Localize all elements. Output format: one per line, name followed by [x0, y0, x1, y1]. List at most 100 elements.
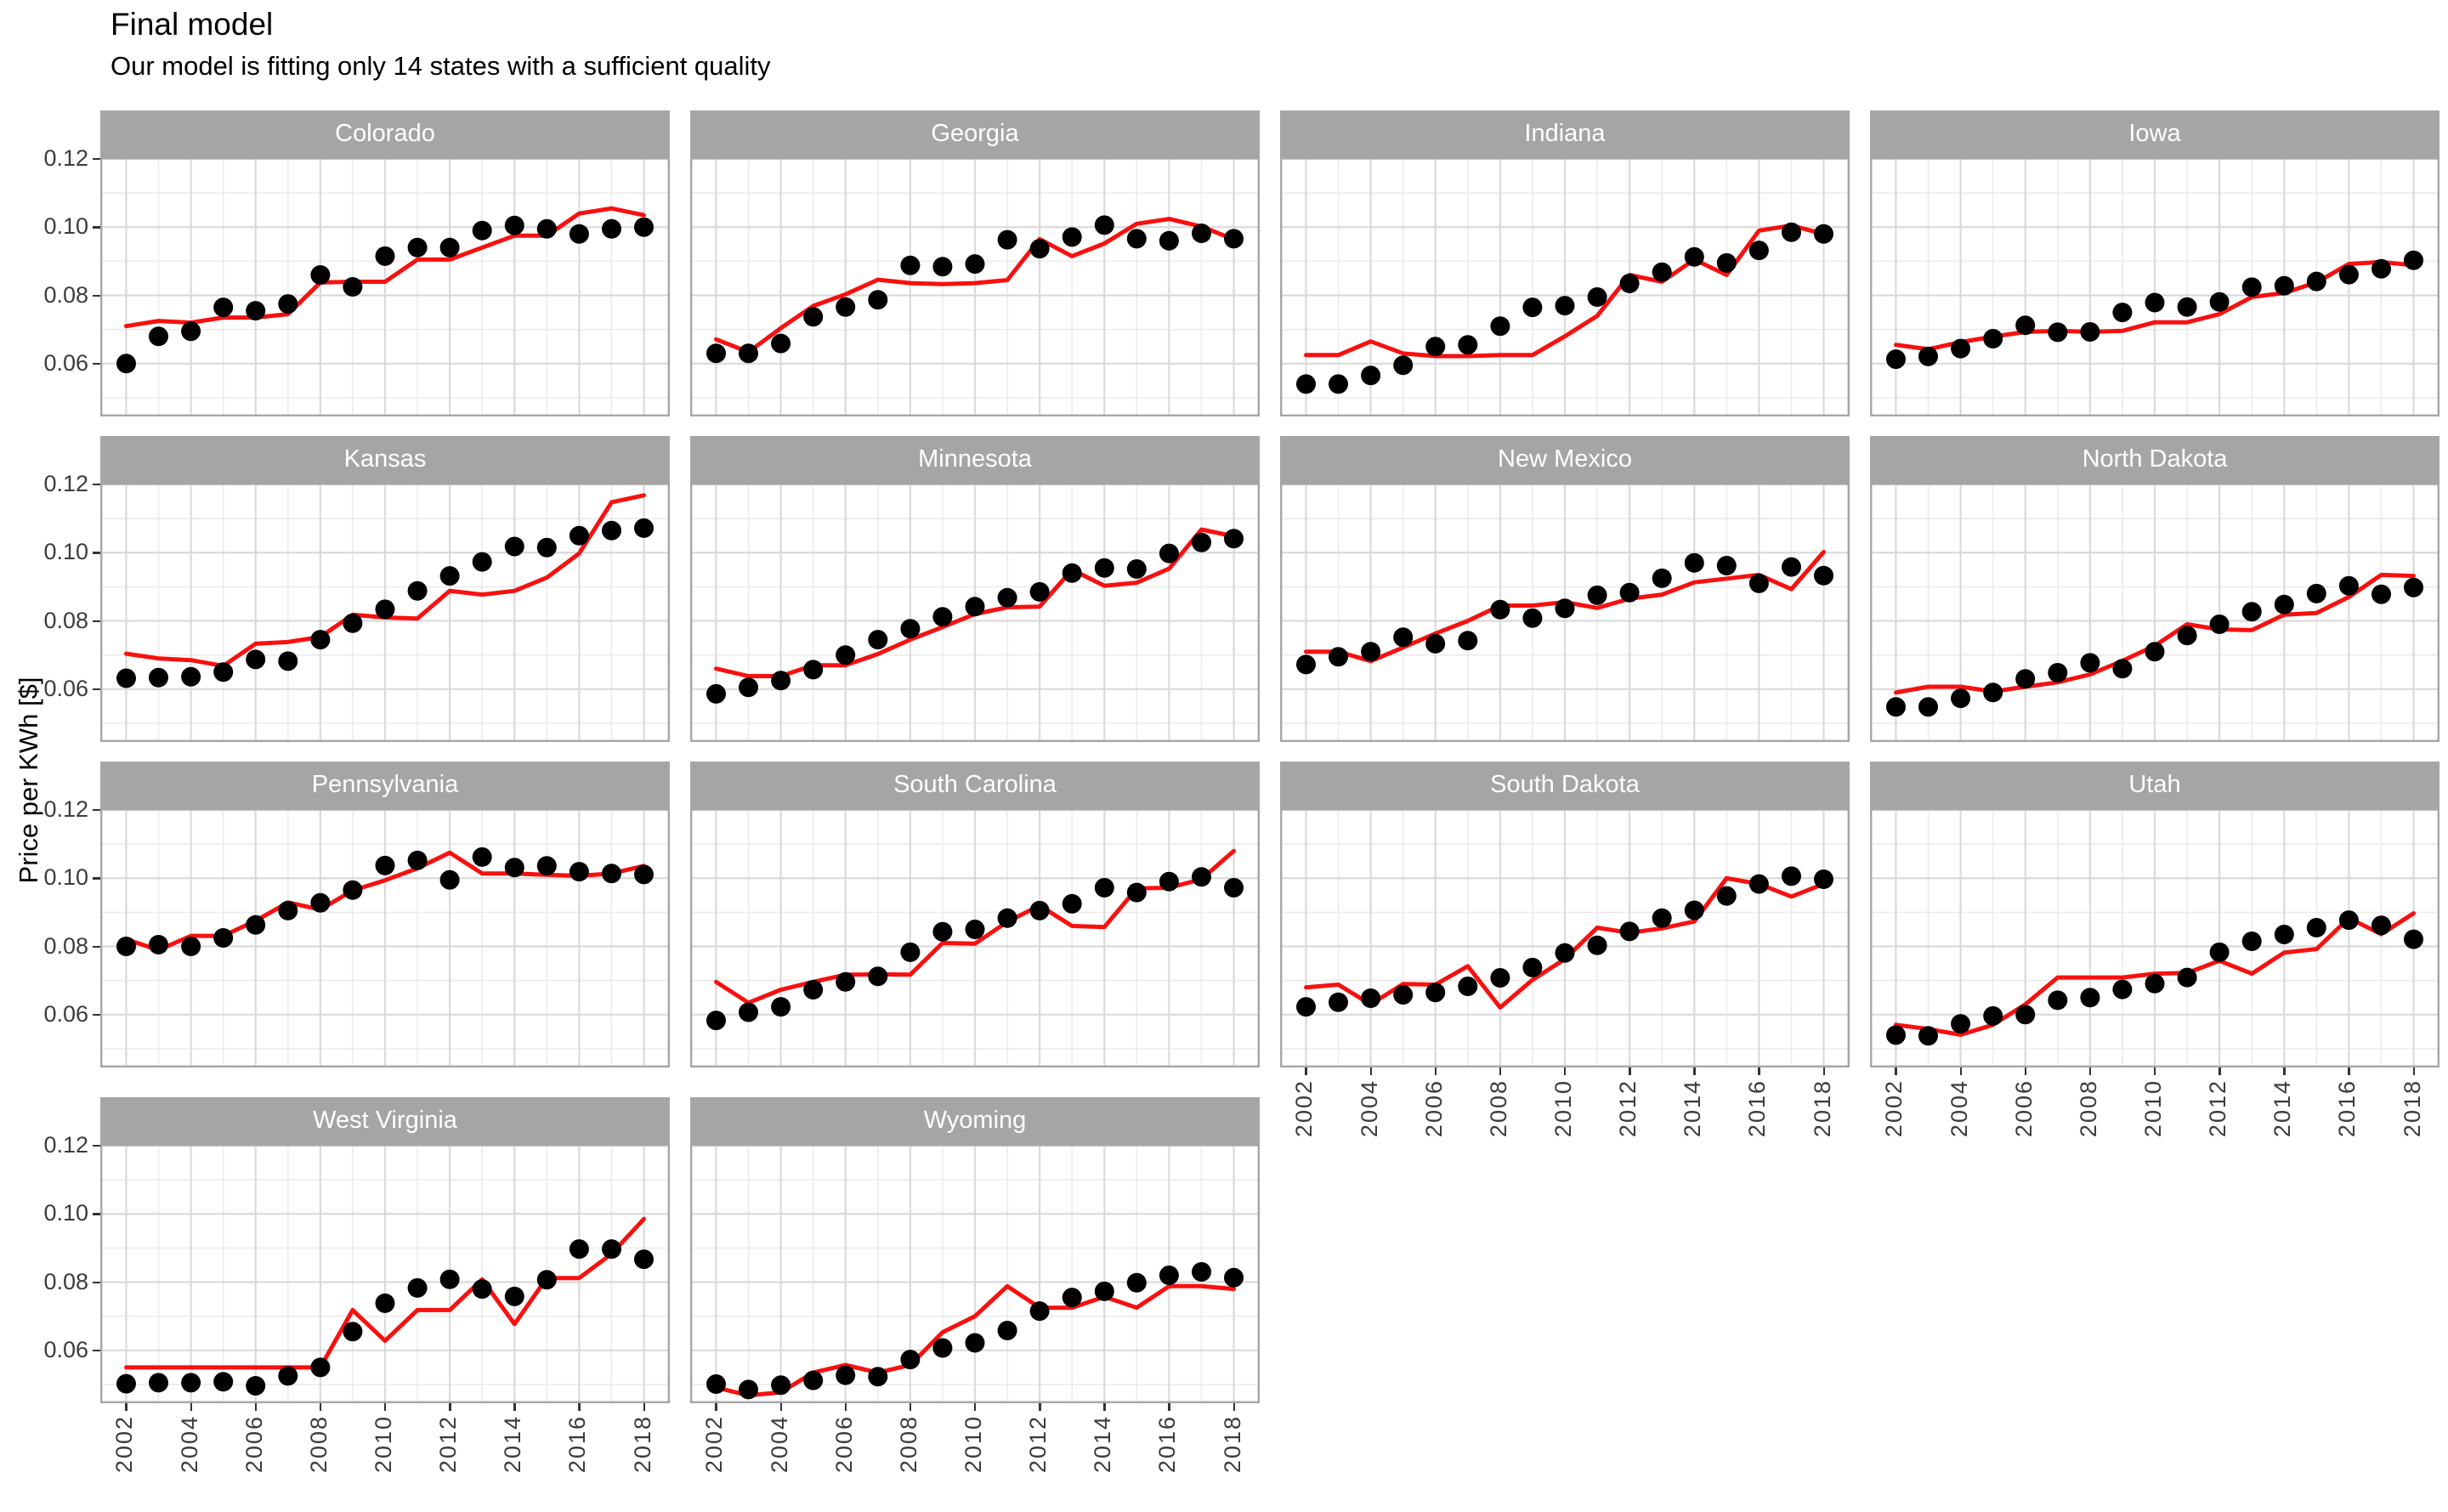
x-tick-mark — [578, 1403, 581, 1411]
x-tick-label: 2012 — [435, 1415, 462, 1474]
facet-strip-west-virginia: West Virginia — [100, 1097, 670, 1144]
x-tick-label: 2010 — [371, 1415, 396, 1474]
x-tick-mark — [1305, 1067, 1307, 1075]
y-tick-label: 0.12 — [43, 1132, 88, 1158]
x-tick-label: 2014 — [2270, 1079, 2296, 1138]
facet-strip-label: South Carolina — [893, 771, 1057, 798]
y-tick-mark — [93, 158, 100, 161]
x-tick-mark — [1103, 1403, 1106, 1411]
model-line — [124, 850, 646, 953]
x-tick-label: 2018 — [2399, 1079, 2425, 1138]
x-tick-label: 2002 — [701, 1415, 728, 1474]
y-tick-mark — [93, 620, 100, 622]
y-tick-mark — [93, 945, 100, 948]
y-tick-label: 0.06 — [43, 1336, 88, 1362]
model-line — [124, 1216, 646, 1370]
y-tick-mark — [93, 226, 100, 229]
facet-strip-label: Indiana — [1524, 120, 1606, 147]
facet-strip-label: Kansas — [343, 445, 427, 473]
observed-points — [1886, 910, 2423, 1046]
x-tick-mark — [2283, 1067, 2286, 1075]
facet-strip-colorado: Colorado — [100, 110, 670, 157]
x-tick-label: 2014 — [500, 1415, 526, 1474]
x-tick-label: 2004 — [176, 1415, 202, 1474]
y-axis-title: Price per KWh [$] — [14, 677, 43, 884]
y-tick-mark — [93, 688, 100, 691]
facet-panel-indiana — [1280, 157, 1850, 416]
x-tick-label: 2008 — [305, 1415, 332, 1474]
model-line — [124, 206, 646, 329]
chart-title: Final model — [110, 7, 274, 42]
facet-panel-north-dakota — [1870, 483, 2440, 742]
facet-panel-minnesota — [690, 483, 1260, 742]
model-line — [1304, 223, 1826, 359]
y-tick-mark — [93, 484, 100, 486]
y-tick-label: 0.06 — [43, 1000, 88, 1027]
x-tick-mark — [190, 1403, 192, 1411]
x-tick-mark — [779, 1403, 782, 1411]
facet-panel-west-virginia — [100, 1144, 670, 1403]
x-tick-mark — [2154, 1067, 2156, 1075]
x-tick-label: 2004 — [1356, 1079, 1382, 1138]
facet-panel-utah — [1870, 808, 2440, 1067]
facet-strip-indiana: Indiana — [1280, 110, 1850, 157]
facet-strip-label: Colorado — [335, 120, 435, 147]
facet-panel-colorado — [100, 157, 670, 416]
x-tick-mark — [715, 1403, 717, 1411]
x-tick-label: 2006 — [241, 1415, 267, 1474]
x-tick-label: 2012 — [2205, 1079, 2231, 1138]
y-tick-label: 0.08 — [43, 607, 88, 633]
x-tick-label: 2010 — [2140, 1079, 2166, 1138]
x-tick-mark — [1629, 1067, 1631, 1075]
facet-panel-south-carolina — [690, 808, 1260, 1067]
facet-strip-label: New Mexico — [1498, 445, 1632, 473]
y-tick-label: 0.10 — [43, 864, 88, 891]
observed-points — [116, 215, 654, 374]
x-tick-label: 2002 — [1291, 1079, 1318, 1138]
facet-panel-pennsylvania — [100, 808, 670, 1067]
x-tick-mark — [449, 1403, 451, 1411]
facet-panel-iowa — [1870, 157, 2440, 416]
x-tick-mark — [1895, 1067, 1897, 1075]
facet-panel-wyoming — [690, 1144, 1260, 1403]
x-tick-mark — [974, 1403, 977, 1411]
y-tick-mark — [93, 362, 100, 365]
x-tick-mark — [513, 1403, 516, 1411]
y-tick-label: 0.10 — [43, 539, 88, 565]
y-tick-label: 0.10 — [43, 213, 88, 240]
facet-strip-new-mexico: New Mexico — [1280, 436, 1850, 483]
y-tick-label: 0.08 — [43, 932, 88, 959]
x-tick-mark — [254, 1403, 258, 1411]
y-tick-label: 0.08 — [43, 281, 88, 308]
facet-strip-wyoming: Wyoming — [690, 1097, 1260, 1144]
facet-strip-label: Iowa — [2128, 120, 2181, 147]
y-tick-mark — [93, 877, 100, 880]
x-tick-mark — [2024, 1067, 2027, 1075]
x-tick-mark — [319, 1403, 322, 1411]
facet-strip-south-dakota: South Dakota — [1280, 762, 1850, 808]
y-tick-mark — [93, 1281, 100, 1283]
x-tick-mark — [1232, 1403, 1235, 1411]
x-tick-mark — [844, 1403, 847, 1411]
x-tick-label: 2012 — [1615, 1079, 1641, 1138]
facet-strip-utah: Utah — [1870, 762, 2440, 808]
observed-points — [1296, 552, 1833, 675]
y-tick-label: 0.10 — [43, 1200, 88, 1226]
observed-points — [706, 529, 1244, 704]
x-tick-mark — [2088, 1067, 2092, 1075]
model-line — [714, 848, 1236, 1005]
observed-points — [706, 1262, 1244, 1400]
y-tick-label: 0.12 — [43, 145, 88, 171]
x-tick-label: 2016 — [564, 1415, 591, 1474]
y-tick-label: 0.12 — [43, 796, 88, 822]
x-tick-mark — [1039, 1403, 1041, 1411]
facet-panel-georgia — [690, 157, 1260, 416]
facet-strip-georgia: Georgia — [690, 110, 1260, 157]
facet-strip-label: Minnesota — [918, 445, 1032, 473]
facet-panel-south-dakota — [1280, 808, 1850, 1067]
facet-panel-new-mexico — [1280, 483, 1850, 742]
x-tick-label: 2010 — [1550, 1079, 1576, 1138]
facet-strip-label: Wyoming — [923, 1107, 1027, 1134]
x-tick-label: 2008 — [895, 1415, 921, 1474]
x-tick-label: 2006 — [830, 1415, 857, 1474]
